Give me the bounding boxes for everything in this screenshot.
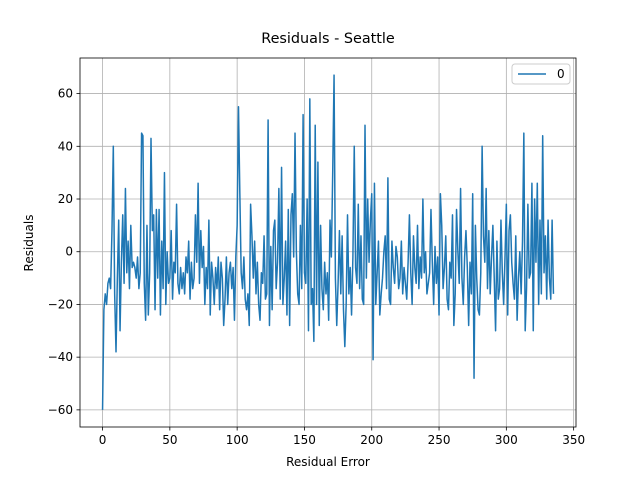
x-tick-label: 150 bbox=[293, 433, 316, 447]
x-tick-label: 200 bbox=[360, 433, 383, 447]
x-tick-label: 100 bbox=[226, 433, 249, 447]
line bbox=[101, 74, 555, 410]
chart-title: Residuals - Seattle bbox=[261, 31, 395, 47]
y-tick-label: −40 bbox=[48, 350, 73, 364]
y-tick-label: −60 bbox=[48, 403, 73, 417]
legend-label: 0 bbox=[557, 67, 565, 81]
y-tick-label: 0 bbox=[65, 245, 73, 259]
y-tick-label: 20 bbox=[58, 192, 73, 206]
x-tick-label: 0 bbox=[99, 433, 107, 447]
y-tick-label: 60 bbox=[58, 87, 73, 101]
x-tick-label: 50 bbox=[162, 433, 177, 447]
y-axis-label: Residuals bbox=[22, 215, 36, 272]
x-axis-label: Residual Error bbox=[286, 455, 370, 469]
plot-frame bbox=[79, 57, 577, 428]
y-tick-label: −20 bbox=[48, 297, 73, 311]
x-tick-label: 300 bbox=[495, 433, 518, 447]
x-tick-label: 350 bbox=[562, 433, 585, 447]
x-tick-label: 250 bbox=[428, 433, 451, 447]
y-tick-label: 40 bbox=[58, 139, 73, 153]
legend: 0 bbox=[511, 63, 571, 85]
